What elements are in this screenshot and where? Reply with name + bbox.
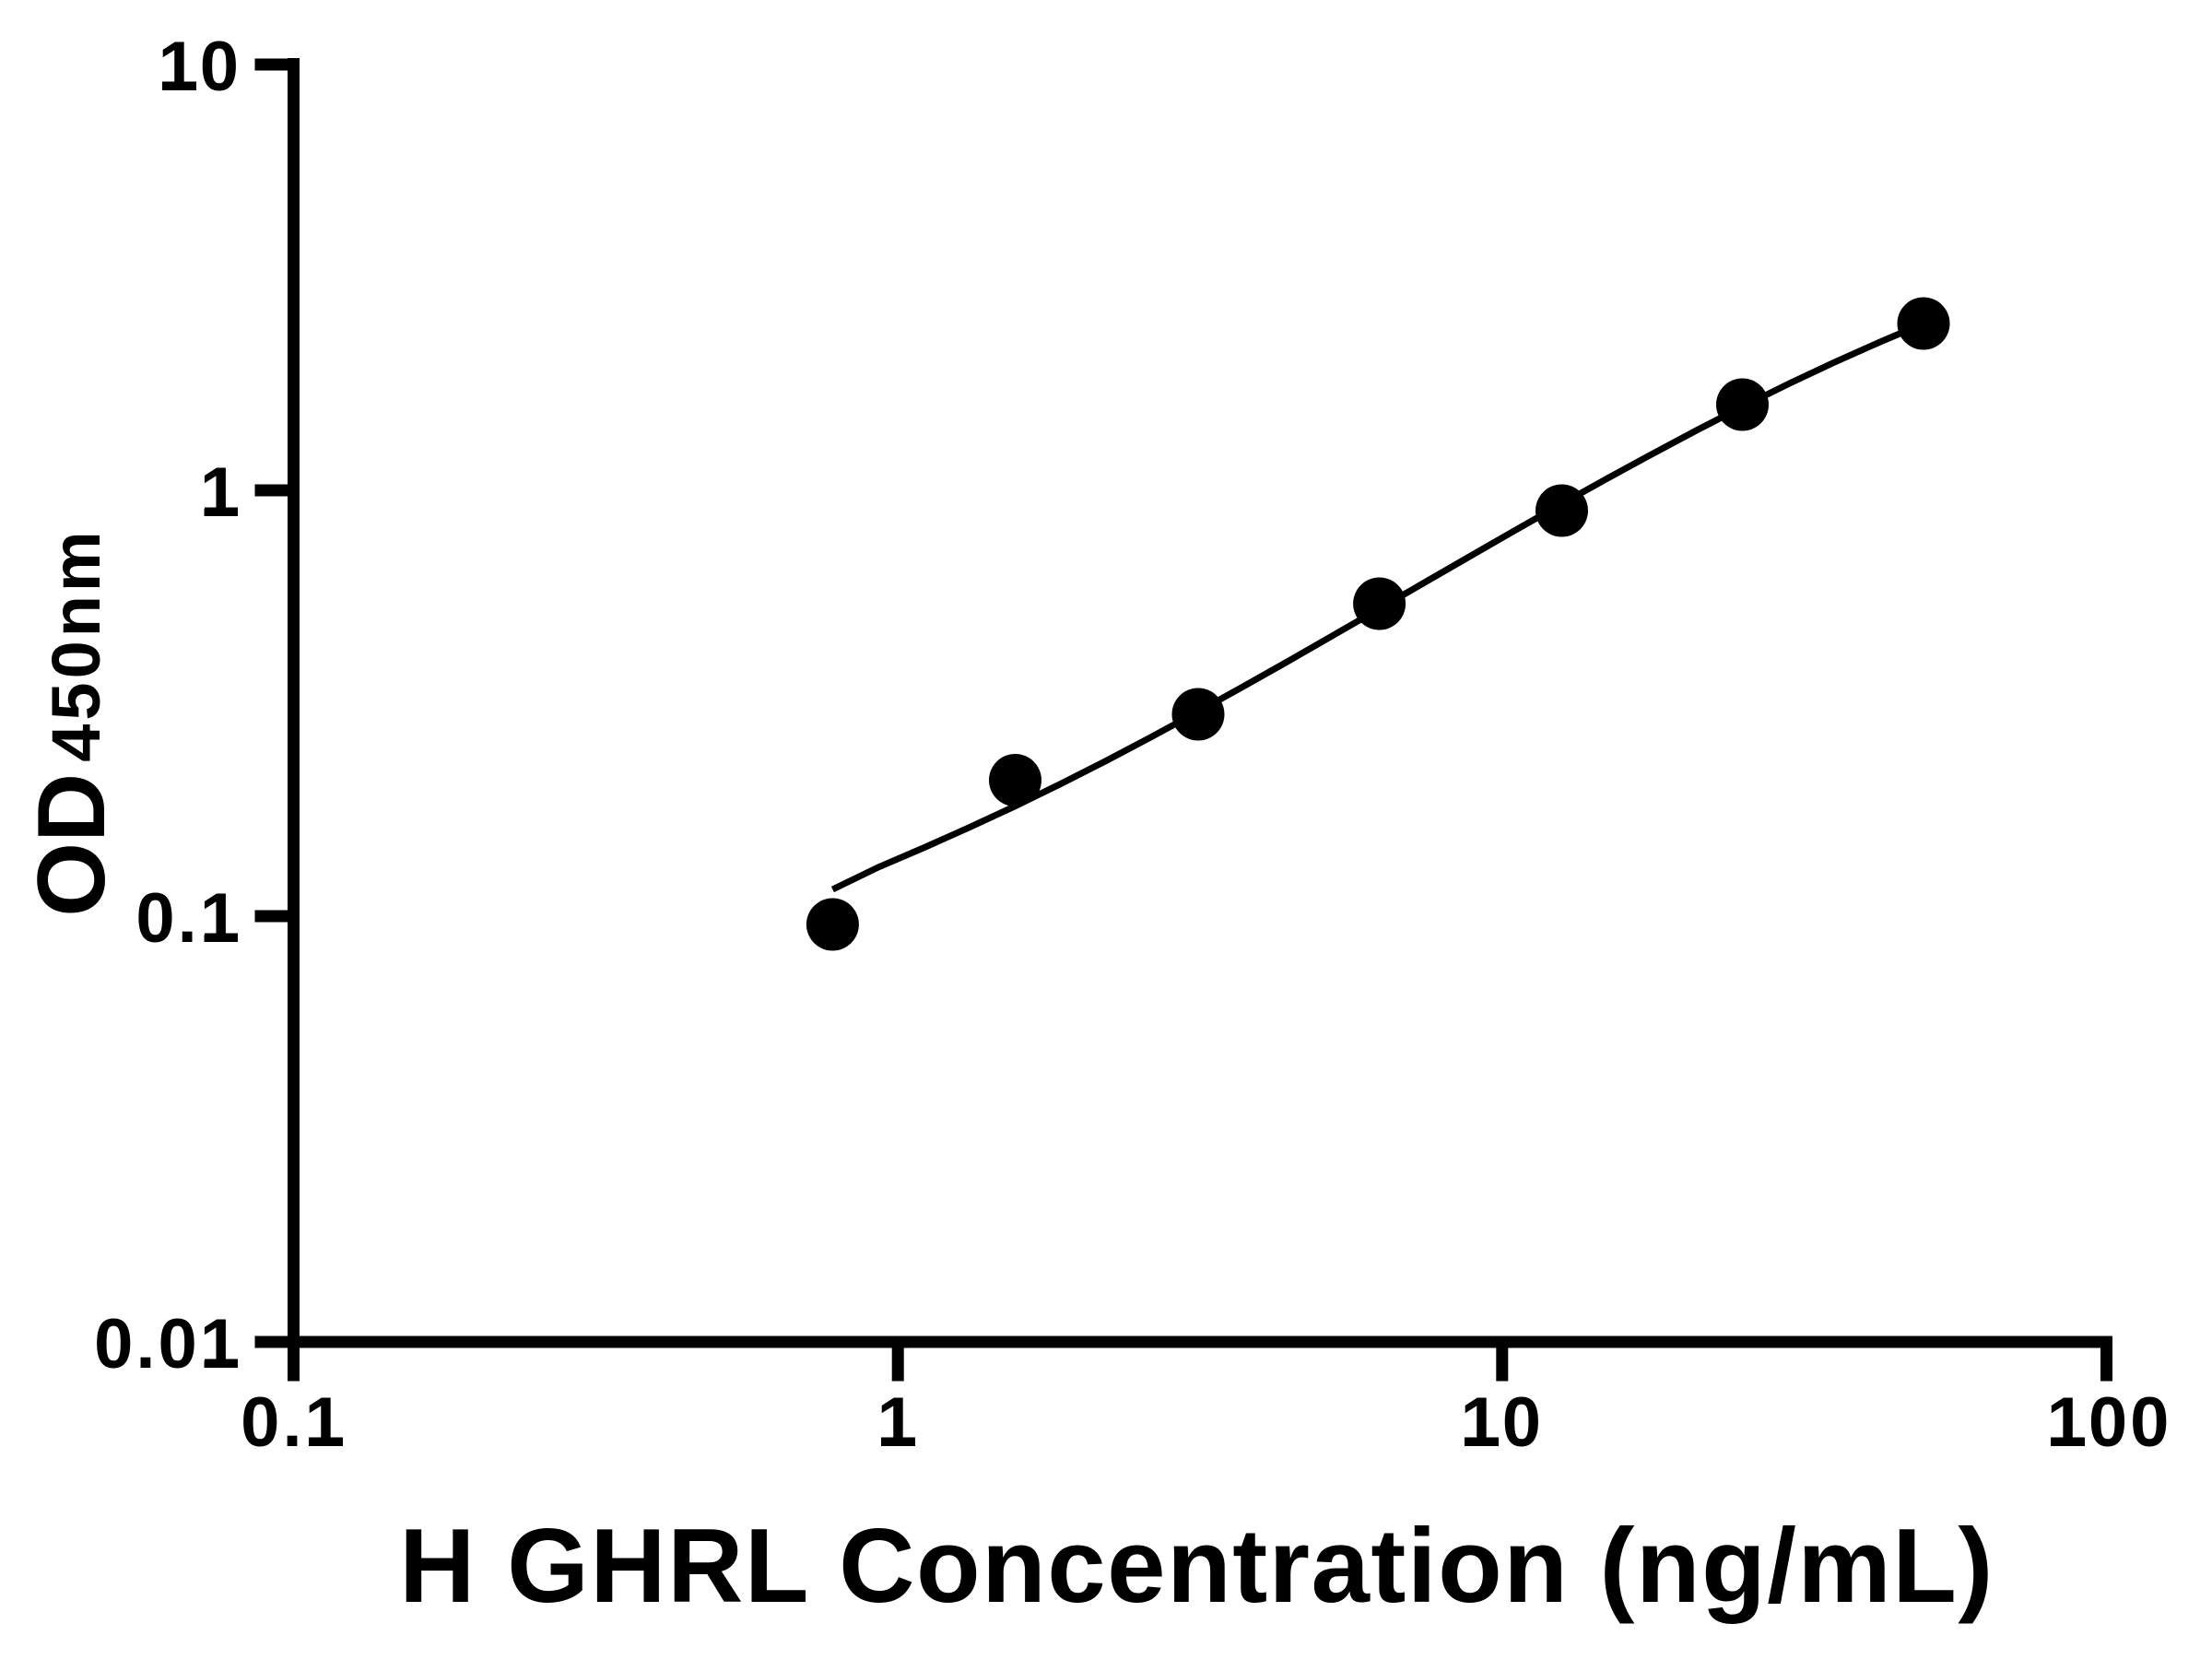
svg-text:1: 1: [877, 1383, 919, 1462]
svg-text:0.01: 0.01: [94, 1305, 241, 1383]
svg-text:0.1: 0.1: [135, 879, 241, 958]
svg-text:100: 100: [2047, 1383, 2172, 1462]
svg-text:OD450nm: OD450nm: [18, 527, 125, 916]
svg-text:10: 10: [1461, 1383, 1545, 1462]
svg-text:10: 10: [158, 28, 241, 106]
svg-text:H GHRL Concentration (ng/mL): H GHRL Concentration (ng/mL): [399, 1508, 1994, 1625]
svg-text:0.1: 0.1: [241, 1383, 347, 1462]
svg-text:1: 1: [200, 453, 241, 532]
